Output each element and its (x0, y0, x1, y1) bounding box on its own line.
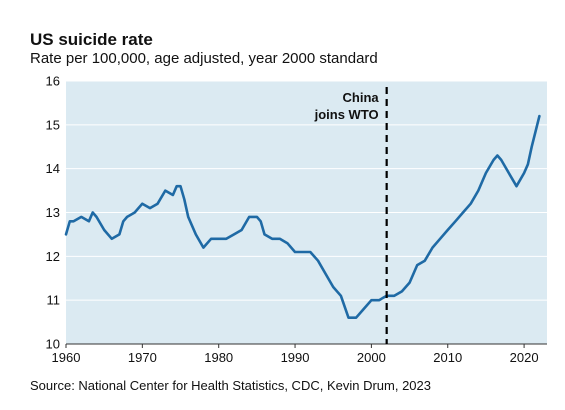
y-tick-label: 16 (46, 74, 60, 89)
y-axis-tick-labels: 10 11 12 13 14 15 16 (46, 74, 60, 352)
x-tick-label: 2020 (510, 350, 539, 365)
x-tick-label: 2000 (357, 350, 386, 365)
y-tick-label: 11 (47, 293, 61, 308)
x-tick-label: 1970 (128, 350, 157, 365)
y-gridlines (66, 80, 547, 301)
x-tick-label: 2010 (433, 350, 462, 365)
x-tick-label: 1980 (204, 350, 233, 365)
chart-source: Source: National Center for Health Stati… (30, 378, 432, 393)
series-line (64, 114, 541, 319)
annotation-label: joins WTO (314, 107, 379, 122)
y-tick-label: 10 (46, 337, 60, 352)
y-tick-label: 13 (46, 205, 60, 220)
x-axis-tick-labels: 1960 1970 1980 1990 2000 2010 2020 (52, 344, 539, 365)
y-tick-label: 14 (46, 161, 60, 176)
chart-subtitle: Rate per 100,000, age adjusted, year 200… (30, 50, 378, 67)
annotation-label: China (343, 90, 380, 105)
x-tick-label: 1960 (52, 350, 81, 365)
x-tick-label: 1990 (281, 350, 310, 365)
annotation-group: China joins WTO (314, 87, 388, 344)
chart-title: US suicide rate (30, 30, 153, 49)
y-tick-label: 12 (46, 249, 60, 264)
series-group (64, 114, 541, 319)
y-tick-label: 15 (46, 117, 60, 132)
